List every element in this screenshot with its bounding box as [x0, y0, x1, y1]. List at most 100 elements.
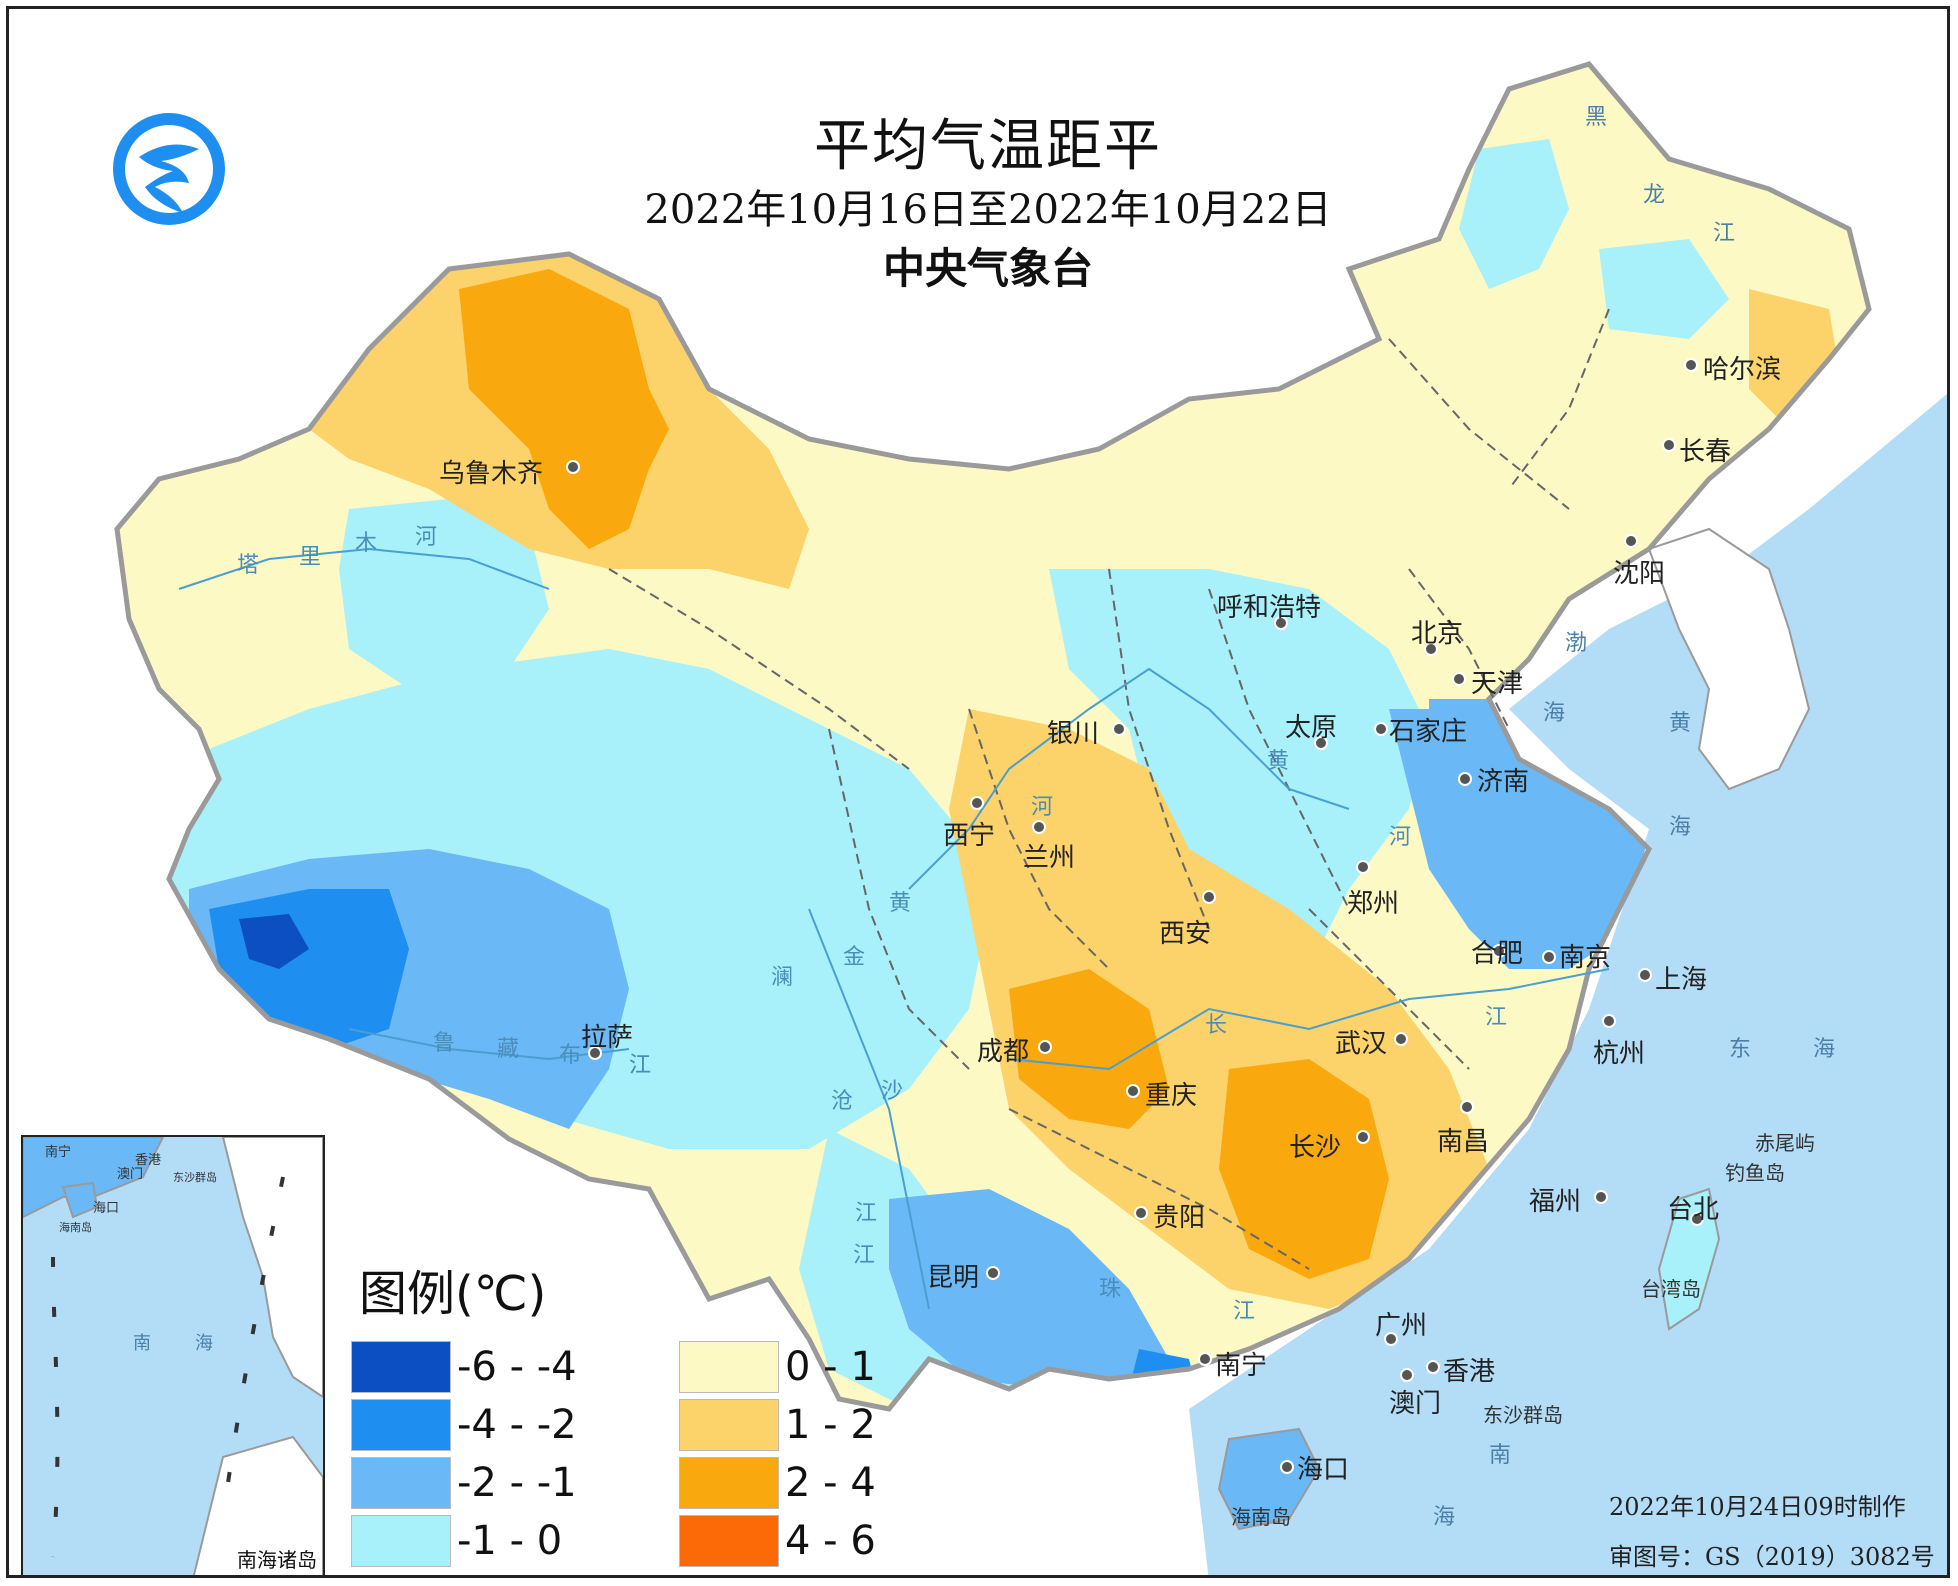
river-label: 布	[559, 1043, 582, 1068]
city-label: 台北	[1667, 1195, 1720, 1225]
city-label: 海口	[1297, 1455, 1350, 1485]
river-label: 河	[1389, 825, 1412, 850]
legend-item: 0 - 1	[679, 1341, 876, 1393]
legend-swatch	[351, 1341, 451, 1393]
sea-label: 南	[1489, 1443, 1512, 1468]
sea-label: 海	[1669, 815, 1692, 840]
inset-map	[23, 1137, 323, 1575]
river-label: 木	[355, 531, 378, 556]
inset-label: 海南岛	[59, 1221, 92, 1234]
legend-title: 图例(℃)	[359, 1266, 547, 1322]
river-label: 澜	[771, 965, 794, 990]
inset-label: 东沙群岛	[173, 1171, 217, 1184]
korea-land	[1647, 527, 1811, 791]
river-label: 珠	[1099, 1277, 1122, 1302]
legend-label: -1 - 0	[457, 1518, 563, 1564]
anomaly-blue-east	[1389, 709, 1649, 969]
city-label: 澳门	[1389, 1389, 1442, 1419]
legend-label: -6 - -4	[457, 1344, 577, 1390]
anomaly-cyan-ne2	[1599, 239, 1729, 339]
legend-item: -2 - -1	[351, 1457, 577, 1509]
anomaly-cyan-inner	[1049, 569, 1429, 1019]
inset-sea-label: 南	[133, 1333, 151, 1354]
city-label: 南宁	[1215, 1351, 1268, 1381]
legend-swatch	[351, 1515, 451, 1567]
map-frame: 平均气温距平 2022年10月16日至2022年10月22日 中央气象台 乌鲁木…	[6, 6, 1950, 1578]
legend-label: -4 - -2	[457, 1402, 577, 1448]
city-label: 南京	[1559, 943, 1612, 973]
river-label: 黄	[889, 891, 912, 916]
organization-name: 中央气象台	[882, 244, 1093, 293]
city-label: 兰州	[1023, 843, 1076, 873]
anomaly-navy-tibet	[239, 914, 309, 969]
sea-label: 海	[1543, 701, 1566, 726]
map-title: 平均气温距平	[814, 114, 1162, 179]
river-label: 黑	[1585, 105, 1608, 130]
anomaly-cyan-ne	[1459, 139, 1569, 289]
river-label: 沙	[881, 1079, 904, 1104]
inset-sea-label: 海	[195, 1333, 213, 1354]
province-borders	[608, 308, 1610, 1270]
inset-label: 澳门	[117, 1167, 144, 1182]
city-label: 成都	[977, 1037, 1030, 1067]
map-review-number: 审图号：GS（2019）3082号	[1609, 1543, 1935, 1571]
sea-label: 海	[1433, 1505, 1456, 1530]
anomaly-map	[9, 9, 1947, 1575]
island-label: 台湾岛	[1641, 1277, 1701, 1301]
river-label: 河	[415, 525, 438, 550]
river-label: 江	[853, 1243, 876, 1268]
river-label: 里	[299, 545, 322, 570]
city-label: 贵阳	[1153, 1203, 1206, 1233]
island-label: 海南岛	[1231, 1505, 1291, 1529]
city-label: 拉萨	[581, 1023, 634, 1053]
legend-label: 1 - 2	[785, 1402, 876, 1448]
hainan-island	[1217, 1427, 1321, 1531]
city-label: 太原	[1285, 713, 1338, 743]
legend-label: 4 - 6	[785, 1518, 876, 1564]
sea-label: 黄	[1669, 711, 1692, 736]
river-label: 江	[855, 1201, 878, 1226]
legend-item: 2 - 4	[679, 1457, 876, 1509]
river-label: 江	[1233, 1299, 1256, 1324]
south-china-sea-inset: 南宁 澳门 香港 东沙群岛 海口 海南岛 南 海 南海诸岛	[21, 1135, 325, 1575]
taiwan-island	[1657, 1187, 1721, 1331]
city-label: 济南	[1477, 767, 1530, 797]
legend-swatch	[351, 1399, 451, 1451]
anomaly-orange-xinjiang	[459, 269, 669, 549]
legend-item: 4 - 6	[679, 1515, 876, 1567]
city-label: 长沙	[1289, 1133, 1342, 1163]
production-time: 2022年10月24日09时制作	[1609, 1493, 1906, 1521]
river-label: 龙	[1643, 183, 1666, 208]
city-label: 天津	[1471, 669, 1524, 699]
city-label: 昆明	[927, 1263, 980, 1293]
river-label: 江	[629, 1053, 652, 1078]
legend-label: 2 - 4	[785, 1460, 876, 1506]
anomaly-cyan-tarim	[339, 499, 549, 689]
china-border	[114, 61, 1872, 1412]
sea-label: 海	[1813, 1037, 1836, 1062]
cma-logo-icon	[113, 113, 225, 225]
inset-title: 南海诸岛	[237, 1548, 317, 1572]
inset-label: 香港	[135, 1153, 162, 1168]
island-label: 钓鱼岛	[1725, 1161, 1785, 1185]
legend-swatch	[351, 1457, 451, 1509]
river-label: 藏	[497, 1037, 520, 1062]
city-label: 西安	[1159, 919, 1212, 949]
river-label: 黄	[1267, 749, 1290, 774]
city-label: 哈尔滨	[1703, 355, 1782, 385]
river-label: 河	[1031, 795, 1054, 820]
inset-label: 海口	[93, 1201, 120, 1216]
anomaly-blue-yunnan	[889, 1189, 1169, 1399]
city-label: 郑州	[1347, 889, 1400, 919]
legend-item: -1 - 0	[351, 1515, 562, 1567]
legend-swatch	[679, 1457, 779, 1509]
city-label: 乌鲁木齐	[439, 459, 544, 489]
river-label: 长	[1205, 1013, 1228, 1038]
river-label: 鲁	[433, 1031, 456, 1056]
city-label: 福州	[1529, 1187, 1582, 1217]
legend-swatch	[679, 1399, 779, 1451]
city-label: 长春	[1679, 437, 1732, 467]
river-label: 塔	[237, 553, 260, 578]
legend-label: 0 - 1	[785, 1344, 876, 1390]
city-label: 杭州	[1593, 1039, 1646, 1069]
